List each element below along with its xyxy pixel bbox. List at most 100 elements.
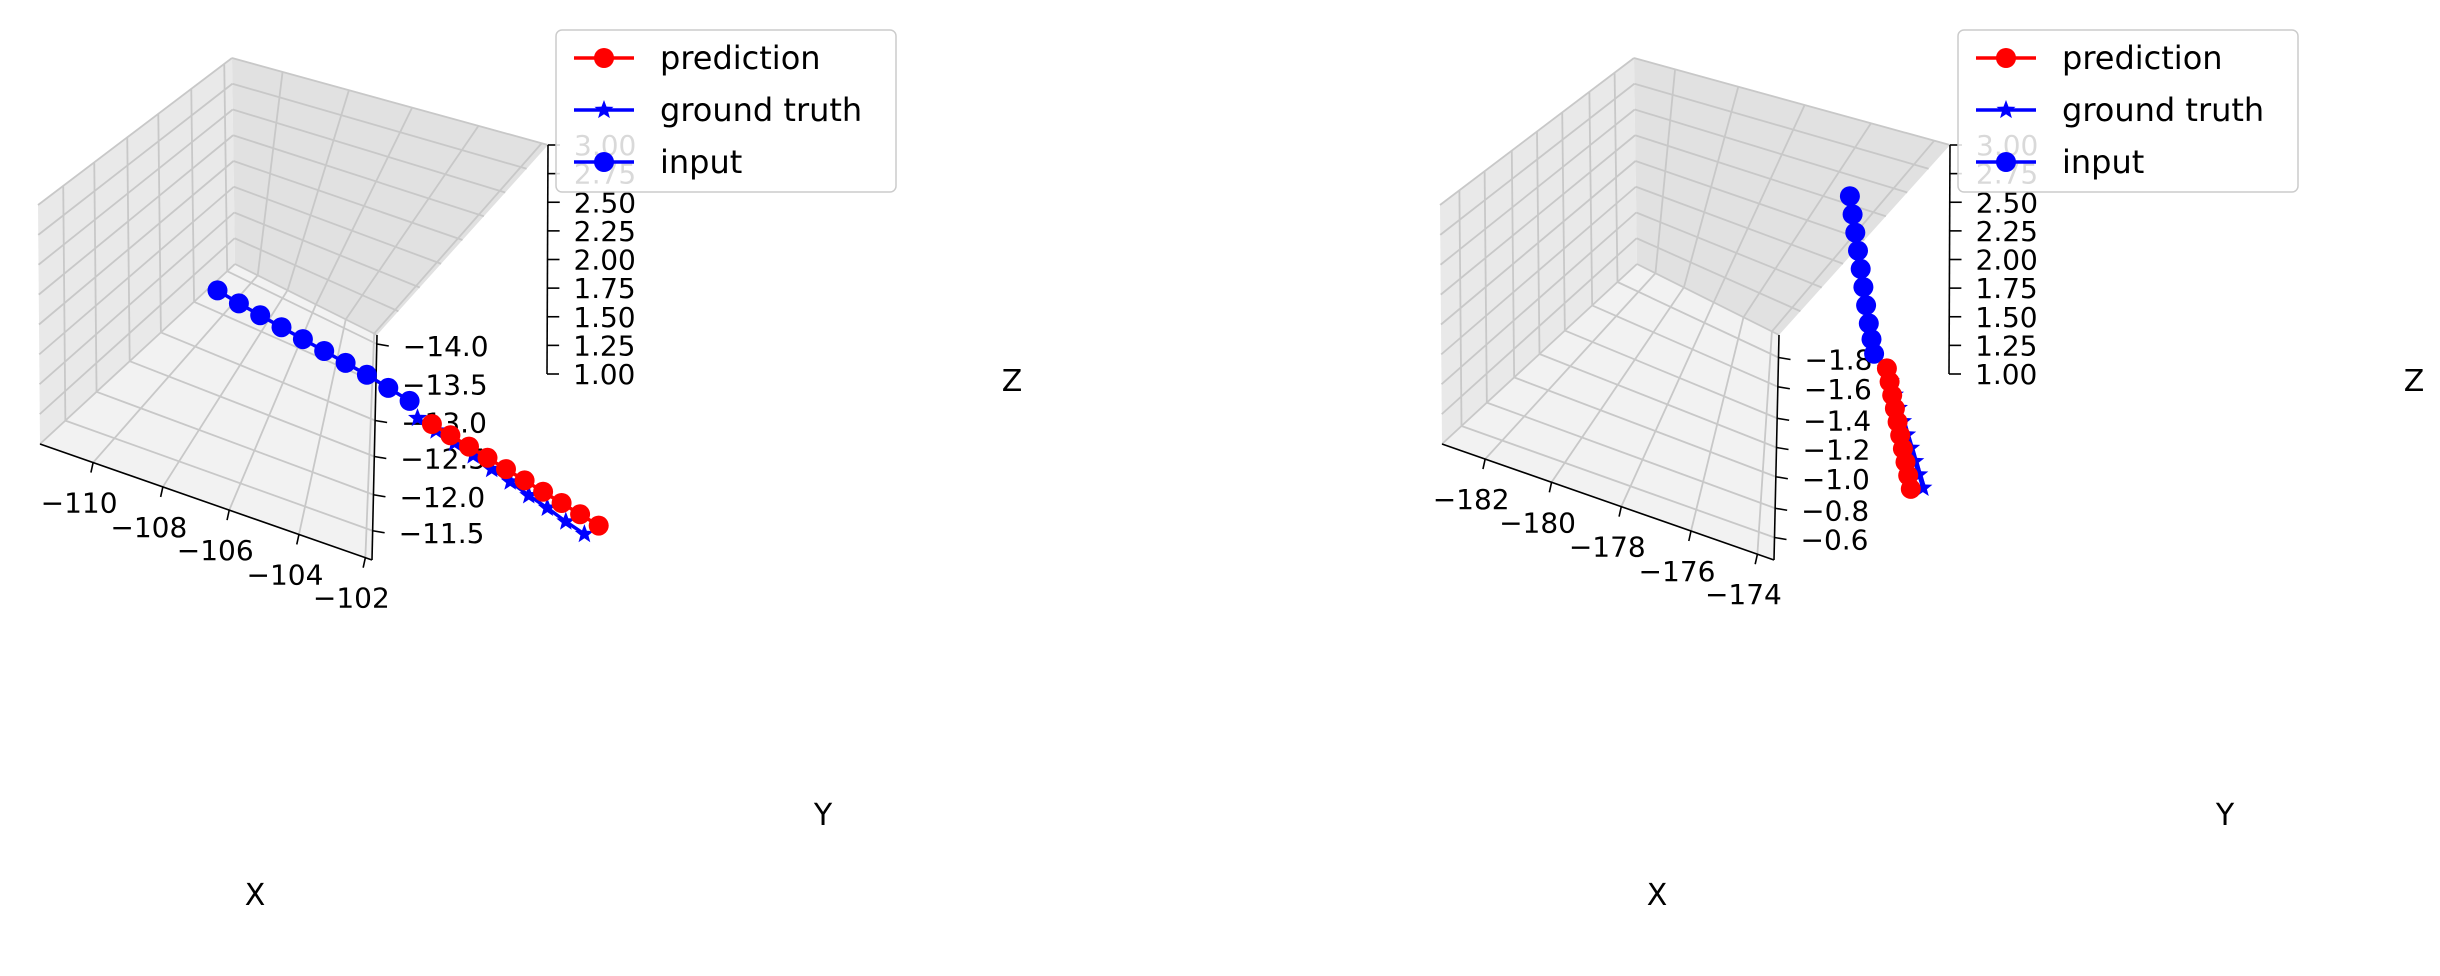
- z-gridline: [234, 263, 378, 336]
- series-line-input: [216, 288, 411, 403]
- legend-label: input: [660, 143, 742, 181]
- z-gridline: [38, 186, 235, 356]
- x-tick: [1548, 482, 1553, 493]
- z-tick-label: 2.25: [1976, 215, 2038, 248]
- z-gridline: [38, 134, 234, 296]
- z-tick-label: 1.25: [573, 329, 635, 362]
- z-gridline: [39, 263, 236, 445]
- data-point-star: [556, 511, 576, 530]
- z-tick-label: 2.00: [1976, 244, 2038, 277]
- legend: prediction ground truth input: [555, 29, 897, 193]
- z-gridline: [1441, 263, 1638, 445]
- x-axis-line: [1441, 443, 1775, 561]
- data-point: [1842, 204, 1863, 225]
- x-tick: [226, 509, 231, 521]
- y-axis-title: Y: [2215, 798, 2235, 833]
- z-gridline: [1635, 211, 1823, 289]
- data-point: [399, 390, 420, 411]
- legend-marker: [594, 152, 614, 172]
- x-tick: [362, 557, 367, 568]
- data-point: [514, 470, 535, 491]
- data-point: [440, 425, 461, 446]
- legend-marker: [1996, 48, 2016, 68]
- data-point: [1839, 186, 1860, 207]
- y-tick: [1777, 385, 1790, 390]
- data-point: [1845, 222, 1866, 243]
- y-gridline: [1486, 401, 1776, 510]
- y-tick: [372, 529, 385, 534]
- data-point: [271, 317, 292, 338]
- z-tick-label: 1.25: [1975, 329, 2037, 362]
- data-point: [588, 515, 609, 536]
- y-tick-label: −1.8: [1805, 344, 1873, 377]
- data-point: [1856, 295, 1877, 316]
- y-gridline: [160, 331, 376, 422]
- z-gridline: [1633, 57, 1951, 146]
- z-axis-title: Z: [2404, 364, 2425, 399]
- plot-right: −182−180−178−176−174 −0.6−0.8−1.0−1.2−1.4…: [1433, 29, 2425, 913]
- data-point: [207, 280, 228, 301]
- data-point-star: [1909, 464, 1929, 483]
- z-gridline: [232, 82, 527, 170]
- y-gridline: [1591, 304, 1779, 388]
- data-point: [477, 447, 498, 468]
- plot-left: −110−108−106−104−102−11.5−12.0−12.5−13.0…: [37, 29, 1022, 913]
- data-point: [335, 352, 356, 373]
- legend-marker-star: [594, 100, 614, 119]
- x-tick-label: −180: [1499, 506, 1576, 539]
- x-axis-line: [39, 443, 373, 561]
- legend-label: input: [2062, 143, 2144, 181]
- z-gridline: [1439, 108, 1636, 266]
- y-axis-title: Y: [813, 798, 833, 833]
- x-tick-label: −110: [41, 487, 118, 520]
- data-point: [378, 377, 399, 398]
- x-tick: [295, 534, 300, 545]
- z-tick-label: 1.00: [573, 358, 635, 391]
- y-tick: [1777, 417, 1790, 422]
- z-gridline: [1635, 160, 1865, 241]
- y-tick: [376, 343, 389, 347]
- y-gridline: [1513, 376, 1777, 478]
- y-gridline: [1617, 281, 1779, 359]
- x-tick-label: −102: [313, 582, 390, 615]
- legend: prediction ground truth input: [1957, 29, 2299, 193]
- y-tick: [374, 419, 388, 424]
- legend-label: prediction: [660, 39, 821, 77]
- y-tick-label: −11.5: [399, 517, 485, 550]
- data-point-star: [408, 408, 427, 427]
- x-tick-label: −174: [1705, 578, 1782, 611]
- x-axis-title: X: [1647, 878, 1668, 913]
- data-point: [1864, 343, 1885, 364]
- y-gridline: [65, 419, 373, 532]
- y-tick-label: −12.0: [399, 481, 485, 514]
- y-gridline: [1564, 329, 1778, 420]
- data-point: [459, 436, 479, 457]
- x-tick: [1754, 554, 1759, 565]
- data-point-star: [574, 524, 594, 543]
- data-point: [314, 341, 335, 361]
- legend-label: prediction: [2062, 39, 2223, 77]
- data-point: [1850, 258, 1871, 279]
- x-tick: [90, 462, 94, 473]
- z-gridline: [37, 108, 234, 266]
- y-gridline: [129, 360, 375, 458]
- z-gridline: [1636, 237, 1801, 313]
- z-tick-label: 1.75: [1975, 272, 2037, 305]
- back-right-pane: [1634, 58, 1950, 335]
- legend-marker-star: [1996, 100, 2016, 119]
- z-gridline: [1440, 160, 1637, 326]
- y-gridline: [1539, 353, 1777, 449]
- z-gridline: [39, 237, 236, 415]
- z-gridline: [38, 211, 235, 385]
- x-tick: [1688, 530, 1692, 542]
- data-point-star: [1913, 477, 1933, 496]
- z-tick-label: 1.00: [1975, 358, 2037, 391]
- data-point: [1848, 240, 1868, 261]
- y-tick: [1774, 536, 1787, 541]
- y-tick-label: −1.0: [1802, 463, 1870, 496]
- data-point: [356, 364, 377, 385]
- z-gridline: [233, 185, 442, 265]
- y-gridline: [1461, 425, 1775, 539]
- y-tick: [1775, 475, 1788, 480]
- y-tick-label: −0.6: [1801, 524, 1869, 557]
